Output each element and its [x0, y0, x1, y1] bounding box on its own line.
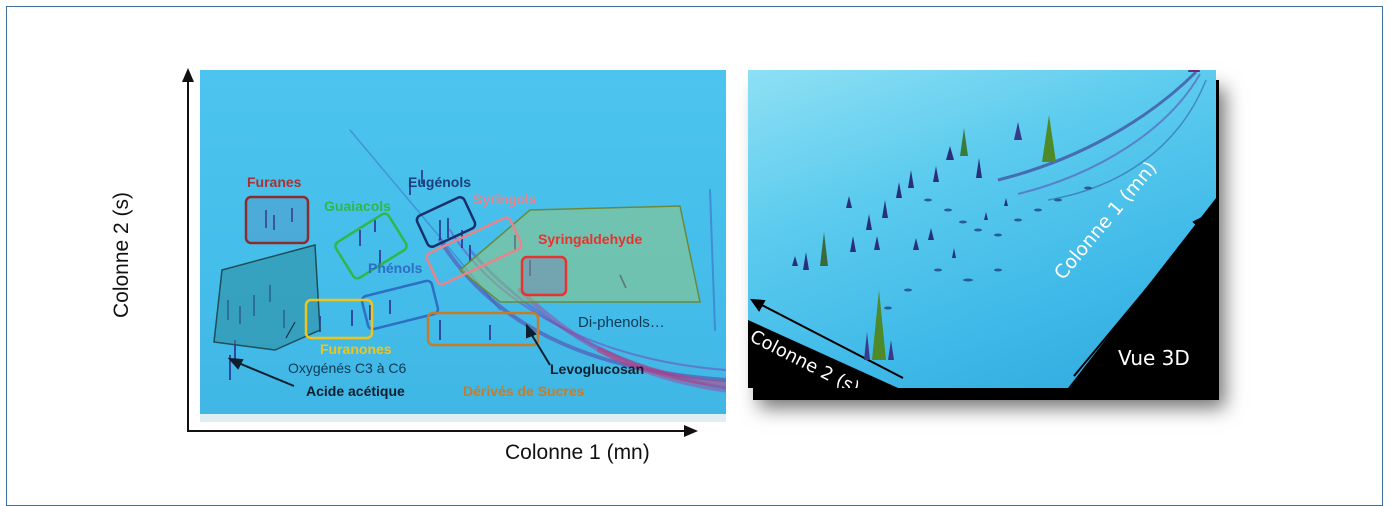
- minor-spots-3d: [884, 186, 1092, 310]
- chromatogram-2d: Furanes Guaiacols Eugénols Syringols Syr…: [200, 70, 726, 422]
- region-eugenols: [415, 195, 477, 249]
- peaks-3d: [792, 70, 1200, 360]
- annotation-arrows: [227, 321, 551, 387]
- label-oxygenes: Oxygénés C3 à C6: [288, 360, 407, 376]
- region-phenols: [360, 279, 440, 331]
- chromatogram-3d: Colonne 1 (mn) Colonne 2 (s) Vue 3D: [748, 70, 1216, 388]
- region-syringols: [425, 216, 523, 286]
- label-guaiacols: Guaiacols: [324, 198, 391, 214]
- region-furanes: [244, 195, 310, 245]
- corner-bottom-left: [748, 320, 898, 388]
- region-guaiacols: [334, 212, 408, 280]
- y-axis-label: Colonne 2 (s): [110, 191, 133, 319]
- label-furanones: Furanones: [320, 341, 392, 357]
- region-di-phenols: [458, 205, 701, 303]
- label-di-phenols: Di-phenols…: [578, 314, 665, 331]
- x-axis-label: Colonne 1 (mn): [505, 441, 650, 464]
- y-axis-arrow: [182, 68, 194, 82]
- region-derives-sucres: [426, 311, 540, 347]
- label-syringaldehyde: Syringaldehyde: [538, 231, 643, 247]
- chromatogram-2d-drawing: [200, 129, 726, 422]
- streaks-3d: [997, 70, 1207, 201]
- label-furanes: Furanes: [247, 174, 302, 190]
- region-oxygenes: [213, 244, 321, 351]
- axis-3d-lines: [749, 213, 1209, 379]
- label-syringols: Syringols: [473, 191, 537, 207]
- x-tick-ruler: [200, 414, 726, 422]
- x-axis-line: [187, 430, 685, 432]
- label-acide-acetique: Acide acétique: [306, 383, 405, 399]
- label-phenols: Phénols: [368, 260, 423, 276]
- chromatogram-3d-drawing: [748, 70, 1216, 388]
- label-vue-3d: Vue 3D: [1118, 346, 1190, 370]
- label-derives-sucres: Dérivés de Sucres: [463, 383, 585, 399]
- region-syringaldehyde: [520, 255, 568, 297]
- x-axis-arrow: [684, 425, 698, 437]
- label-levoglucosan: Levoglucosan: [550, 361, 645, 377]
- label-eugenols: Eugénols: [408, 174, 472, 190]
- region-furanones: [304, 298, 374, 340]
- y-axis-line: [187, 78, 189, 430]
